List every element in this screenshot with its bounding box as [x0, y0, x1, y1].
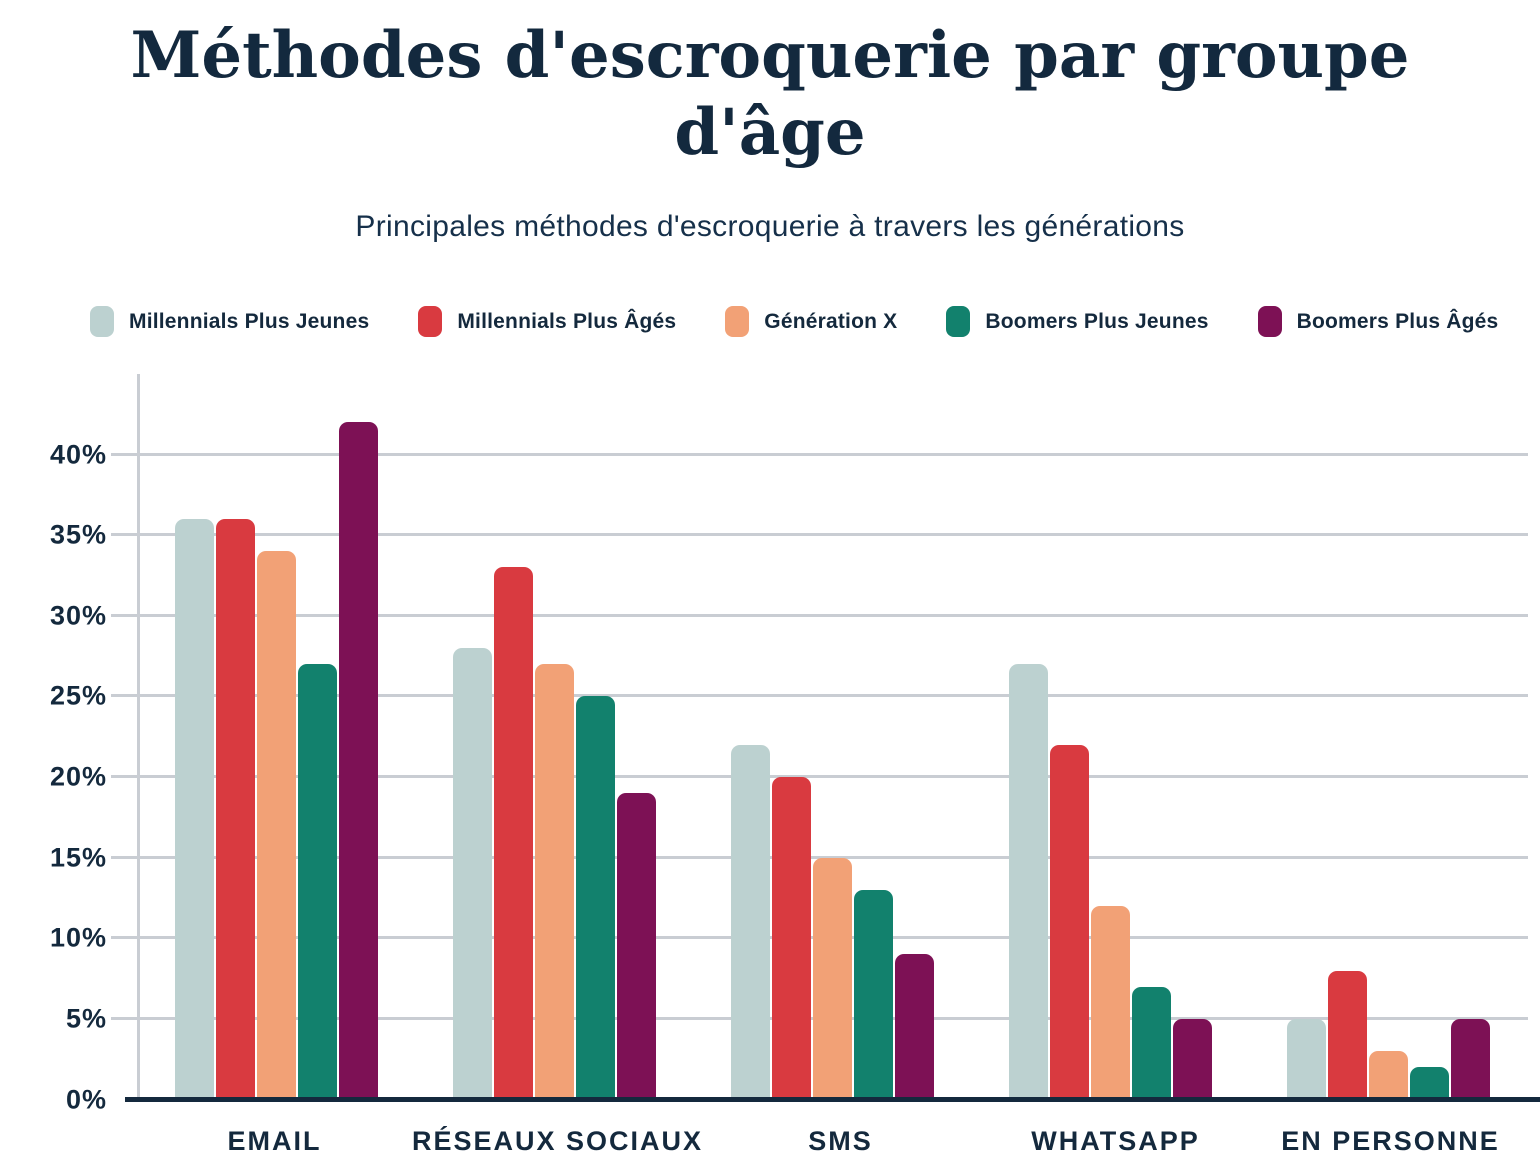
legend: Millennials Plus Jeunes Millennials Plus …	[90, 306, 1540, 338]
bar	[215, 519, 255, 1100]
y-axis	[137, 373, 140, 1100]
legend-item: Boomers Plus Âgés	[1257, 306, 1499, 338]
chart-plot-area: 0% 5% 10% 15% 20% 25% 30% 35% 40%	[50, 373, 1540, 1114]
x-category-label: WHATSAPP	[1031, 1125, 1200, 1156]
bar	[1009, 664, 1049, 1100]
y-tick-label: 15%	[49, 842, 107, 873]
y-tick-label: 0%	[65, 1084, 107, 1115]
y-tick-label: 40%	[49, 439, 107, 470]
gridline	[111, 452, 1528, 456]
gridline	[111, 613, 1528, 617]
y-tick-label: 5%	[65, 1003, 107, 1034]
bar-group-email	[137, 374, 415, 1100]
scam-methods-chart-page: Méthodes d'escroquerie par groupe d'âge …	[0, 18, 1540, 1156]
bar	[731, 744, 770, 1100]
bar-group-whatsapp	[972, 374, 1250, 1100]
legend-label: Boomers Plus Âgés	[1296, 309, 1499, 333]
bar-group-sms	[693, 374, 971, 1100]
page-subtitle: Principales méthodes d'escroquerie à tra…	[355, 209, 1185, 243]
x-category-label: SMS	[808, 1125, 873, 1156]
page-title: Méthodes d'escroquerie par groupe d'âge	[130, 18, 1410, 170]
legend-label: Millennials Plus Âgés	[457, 309, 677, 333]
bar	[534, 664, 574, 1100]
bar	[1173, 1018, 1213, 1100]
bars-container	[137, 374, 1528, 1100]
legend-item: Génération X	[725, 306, 898, 338]
gridline	[111, 775, 1528, 779]
bar	[1050, 744, 1090, 1100]
legend-item: Millennials Plus Âgés	[418, 306, 677, 338]
legend-label: Génération X	[764, 309, 898, 333]
bar	[493, 567, 533, 1100]
bar-group-r-seaux-sociaux	[415, 374, 693, 1100]
bar	[813, 857, 852, 1100]
bar	[1287, 1018, 1327, 1100]
bar	[1328, 970, 1368, 1100]
bar	[256, 551, 296, 1100]
legend-item: Boomers Plus Jeunes	[946, 306, 1209, 338]
bar	[895, 954, 934, 1100]
y-tick-label: 25%	[49, 680, 107, 711]
x-category-label: RÉSEAUX SOCIAUX	[411, 1125, 704, 1156]
legend-swatch-icon	[946, 306, 971, 338]
bar	[1451, 1018, 1491, 1100]
bar-group-en-personne	[1250, 374, 1528, 1100]
y-tick-label: 35%	[49, 519, 107, 550]
gridline	[111, 694, 1528, 698]
gridline	[111, 533, 1528, 537]
x-category-label: EMAIL	[227, 1125, 322, 1156]
bar	[297, 664, 337, 1100]
legend-label: Boomers Plus Jeunes	[985, 309, 1209, 333]
legend-swatch-icon	[418, 306, 443, 338]
bar	[1369, 1051, 1409, 1100]
bar	[1410, 1067, 1450, 1100]
gridline	[111, 855, 1528, 859]
bar	[575, 696, 615, 1100]
bar	[338, 422, 378, 1100]
y-tick-label: 10%	[49, 922, 107, 953]
bar	[1132, 986, 1172, 1100]
legend-swatch-icon	[725, 306, 750, 338]
x-category-labels: EMAIL RÉSEAUX SOCIAUX SMS WHATSAPP EN PERSON…	[137, 1126, 1528, 1157]
bar	[772, 777, 811, 1100]
bar	[1091, 906, 1131, 1100]
bar	[616, 793, 656, 1100]
y-tick-label: 30%	[49, 600, 107, 631]
legend-item: Millennials Plus Jeunes	[90, 306, 370, 338]
bar	[452, 648, 492, 1100]
legend-swatch-icon	[90, 306, 114, 338]
y-tick-label: 20%	[49, 761, 107, 792]
bar	[174, 519, 214, 1100]
x-axis	[125, 1096, 1540, 1102]
bar	[854, 889, 893, 1100]
x-category-label: EN PERSONNE	[1281, 1125, 1500, 1156]
legend-swatch-icon	[1257, 306, 1282, 338]
legend-label: Millennials Plus Jeunes	[129, 309, 370, 333]
